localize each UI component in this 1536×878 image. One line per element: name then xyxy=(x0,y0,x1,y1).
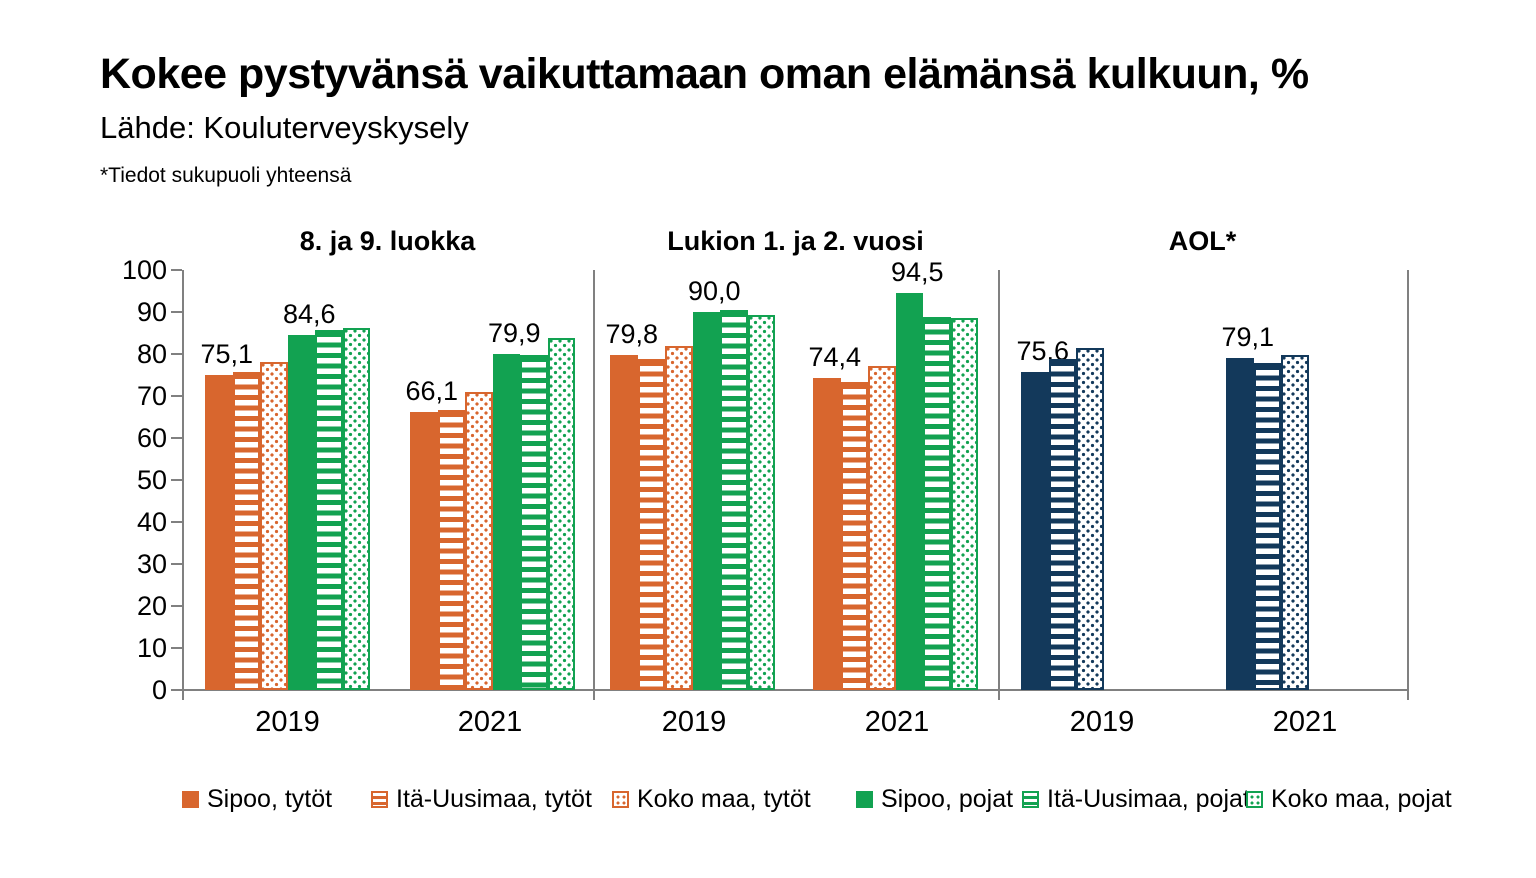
bar xyxy=(813,377,841,690)
y-tick-label: 10 xyxy=(136,633,167,663)
y-tick-label: 50 xyxy=(136,465,167,495)
legend-swatch xyxy=(371,791,388,808)
bar-value-label: 74,4 xyxy=(808,341,862,372)
legend-label: Itä-Uusimaa, tytöt xyxy=(396,785,592,813)
bar xyxy=(950,318,978,690)
y-tick-label: 90 xyxy=(136,297,167,327)
y-axis-tick xyxy=(171,479,182,481)
bar xyxy=(610,354,638,690)
panel-title: AOL* xyxy=(1168,226,1237,256)
bar xyxy=(720,309,748,690)
legend-swatch xyxy=(1246,791,1263,808)
y-axis-tick xyxy=(171,437,182,439)
bar xyxy=(840,382,868,690)
bar xyxy=(1048,359,1076,690)
bar xyxy=(1281,354,1309,690)
legend-label: Sipoo, tytöt xyxy=(207,785,333,813)
bar-value-label: 66,1 xyxy=(405,376,459,407)
legend-label: Koko maa, pojat xyxy=(1271,785,1452,813)
y-axis-tick xyxy=(171,689,182,691)
x-axis-year-label: 2021 xyxy=(864,706,930,738)
bar xyxy=(287,334,315,690)
y-axis-tick xyxy=(171,395,182,397)
bar-value-label: 75,1 xyxy=(200,338,254,369)
x-axis-year-label: 2019 xyxy=(255,706,320,738)
bar xyxy=(342,327,370,690)
bar xyxy=(410,412,438,690)
bar xyxy=(492,354,520,690)
y-axis-tick xyxy=(171,521,182,523)
x-axis-line xyxy=(182,689,1407,691)
x-axis-year-label: 2021 xyxy=(1272,706,1338,738)
bar-value-label: 90,0 xyxy=(687,276,741,306)
legend-item: Sipoo, pojat xyxy=(856,785,1013,814)
bar xyxy=(465,391,493,690)
bar xyxy=(547,338,575,690)
panel-separator xyxy=(593,270,595,700)
chart-footnote: *Tiedot sukupuoli yhteensä xyxy=(100,164,352,187)
y-tick-label: 70 xyxy=(136,381,167,411)
bar xyxy=(1253,362,1281,690)
bar-value-label: 79,8 xyxy=(605,318,659,349)
bar xyxy=(315,330,343,690)
bar-value-label: 94,5 xyxy=(890,257,944,288)
bar xyxy=(895,293,923,690)
y-tick-label: 0 xyxy=(151,675,167,705)
bar xyxy=(437,409,465,690)
x-axis-year-label: 2021 xyxy=(457,706,523,738)
bar xyxy=(1076,347,1104,690)
y-axis-tick xyxy=(171,563,182,565)
bar xyxy=(260,362,288,690)
legend-swatch xyxy=(1022,791,1039,808)
bar xyxy=(637,358,665,690)
x-axis-year-label: 2019 xyxy=(1069,706,1135,738)
legend-item: Koko maa, pojat xyxy=(1246,785,1452,814)
bar xyxy=(232,372,260,690)
y-tick-label: 80 xyxy=(136,339,167,369)
legend-label: Koko maa, tytöt xyxy=(637,785,811,813)
y-axis-tick xyxy=(171,269,182,271)
legend-label: Itä-Uusimaa, pojat xyxy=(1047,785,1250,813)
bar-value-label: 84,6 xyxy=(282,298,336,329)
panel-title: Lukion 1. ja 2. vuosi xyxy=(667,226,924,256)
legend-swatch xyxy=(856,791,873,808)
y-tick-label: 20 xyxy=(136,591,167,621)
y-tick-label: 100 xyxy=(121,255,167,285)
bar xyxy=(1226,357,1254,690)
legend-item: Itä-Uusimaa, tytöt xyxy=(371,785,592,814)
y-axis-tick xyxy=(171,605,182,607)
bar xyxy=(923,317,951,690)
bar xyxy=(520,355,548,690)
panel-title: 8. ja 9. luokka xyxy=(299,226,476,256)
legend-item: Sipoo, tytöt xyxy=(182,785,332,814)
y-tick-label: 30 xyxy=(136,549,167,579)
y-axis-tick xyxy=(171,353,182,355)
bar xyxy=(747,315,775,690)
bar-value-label: 79,9 xyxy=(487,318,541,349)
panel-separator xyxy=(1407,270,1409,700)
legend-item: Itä-Uusimaa, pojat xyxy=(1022,785,1250,814)
bar-value-label: 79,1 xyxy=(1221,321,1275,352)
legend-swatch xyxy=(612,791,629,808)
bar xyxy=(205,374,233,690)
y-axis-line xyxy=(182,270,184,700)
legend-item: Koko maa, tytöt xyxy=(612,785,811,814)
bar xyxy=(692,312,720,690)
y-axis-tick xyxy=(171,311,182,313)
bar xyxy=(1021,372,1049,690)
chart-source: Lähde: Kouluterveyskysely xyxy=(100,110,469,145)
y-tick-label: 60 xyxy=(136,423,167,453)
panel-separator xyxy=(998,270,1000,700)
legend-label: Sipoo, pojat xyxy=(881,785,1014,813)
chart-title: Kokee pystyvänsä vaikuttamaan oman elämä… xyxy=(100,50,1309,98)
y-tick-label: 40 xyxy=(136,507,167,537)
bar xyxy=(868,366,896,690)
y-axis-tick xyxy=(171,647,182,649)
bar xyxy=(665,346,693,690)
legend-swatch xyxy=(182,791,199,808)
x-axis-year-label: 2019 xyxy=(661,706,727,738)
